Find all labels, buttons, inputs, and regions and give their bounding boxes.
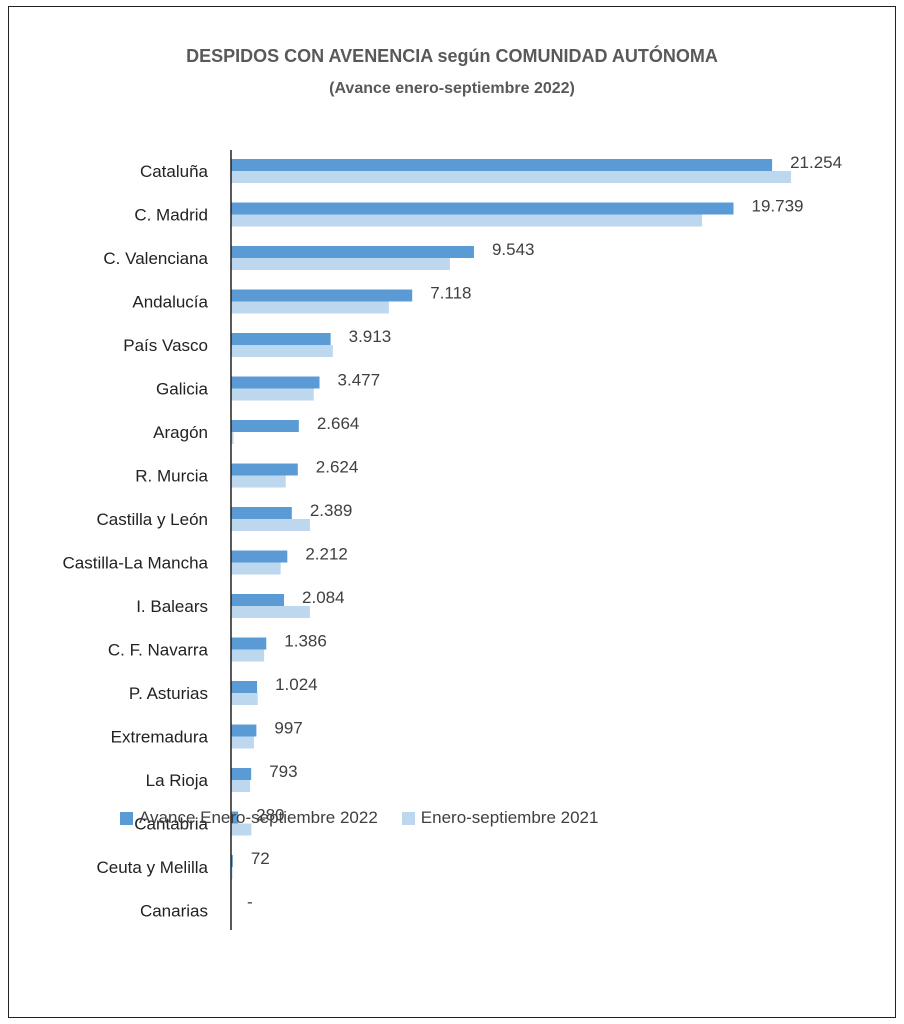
data-label: 19.739 [752,197,804,216]
bar-2021 [231,823,252,836]
legend-item-2021: Enero-septiembre 2021 [401,808,599,828]
category-label: Cantabria [134,815,208,834]
bar-2021 [231,171,792,183]
category-label: La Rioja [146,771,209,790]
bar-2021 [231,519,310,531]
category-label: R. Murcia [135,467,208,486]
bar-2022 [231,202,734,215]
chart-subtitle: (Avance enero-septiembre 2022) [329,80,575,97]
category-label: Cataluña [140,162,209,181]
category-label: Andalucía [132,293,208,312]
data-label: 3.477 [338,371,381,390]
category-label: Castilla y León [96,510,208,529]
legend: Avance Enero-septiembre 2022 Enero-septi… [120,808,616,828]
bar-2022 [231,594,285,606]
data-label: 2.084 [302,588,345,607]
category-label: I. Balears [136,597,208,616]
data-label: 3.913 [349,327,392,346]
category-label: Aragón [153,423,208,442]
data-label: 2.212 [305,545,348,564]
category-label: Ceuta y Melilla [97,858,209,877]
category-label: Extremadura [111,728,209,747]
data-label: 2.389 [310,501,353,520]
bar-2022 [231,333,331,345]
category-label: Canarias [140,902,208,921]
bar-2022 [231,420,299,432]
category-label: Galicia [156,380,209,399]
category-label: C. Valenciana [103,249,208,268]
data-label: 2.664 [317,414,360,433]
category-label: Castilla-La Mancha [62,554,208,573]
data-label: 2.624 [316,458,359,477]
data-label: 7.118 [430,284,471,303]
bar-2021 [231,649,265,662]
legend-swatch-2022 [120,811,133,825]
bar-2021 [231,693,258,705]
data-label: 1.386 [284,632,327,651]
category-label: P. Asturias [129,684,208,703]
bar-2022 [231,550,288,563]
bar-2021 [231,475,286,488]
legend-label-2021: Enero-septiembre 2021 [420,808,599,827]
data-label: 21.254 [790,153,842,172]
bar-2022 [231,637,267,650]
bar-2022 [231,159,773,171]
category-label: C. F. Navarra [108,641,209,660]
bar-2022 [231,724,257,737]
bar-2021 [231,606,310,618]
bar-2021 [231,867,233,879]
data-label: 997 [274,719,302,738]
data-label: 280 [256,806,284,825]
category-label: País Vasco [123,336,208,355]
legend-label-2022: Avance Enero-septiembre 2022 [139,808,378,827]
data-label: 1.024 [275,675,318,694]
bar-2022 [231,289,413,302]
bar-2022 [231,376,320,389]
data-label: 9.543 [492,240,535,259]
bar-2022 [231,507,292,519]
legend-item-2022: Avance Enero-septiembre 2022 [120,808,378,828]
bar-2022 [231,681,258,693]
bar-2021 [231,258,450,270]
bar-2021 [231,562,281,575]
data-label: - [247,893,253,912]
bar-2022 [231,855,233,867]
data-label: 72 [251,849,270,868]
bar-2021 [231,301,389,314]
chart-title: DESPIDOS CON AVENENCIA según COMUNIDAD A… [186,46,718,66]
bar-2022 [231,463,298,476]
data-label: 793 [269,762,297,781]
bar-2021 [231,214,702,227]
bar-2021 [231,345,333,357]
bar-2022 [231,811,239,824]
bar-2021 [231,388,314,401]
legend-swatch-2021 [401,811,415,825]
bar-2022 [231,246,474,258]
bar-2021 [231,432,234,444]
bar-2021 [231,736,254,749]
bar-2022 [231,768,252,780]
bar-2021 [231,780,251,792]
category-label: C. Madrid [134,206,208,225]
